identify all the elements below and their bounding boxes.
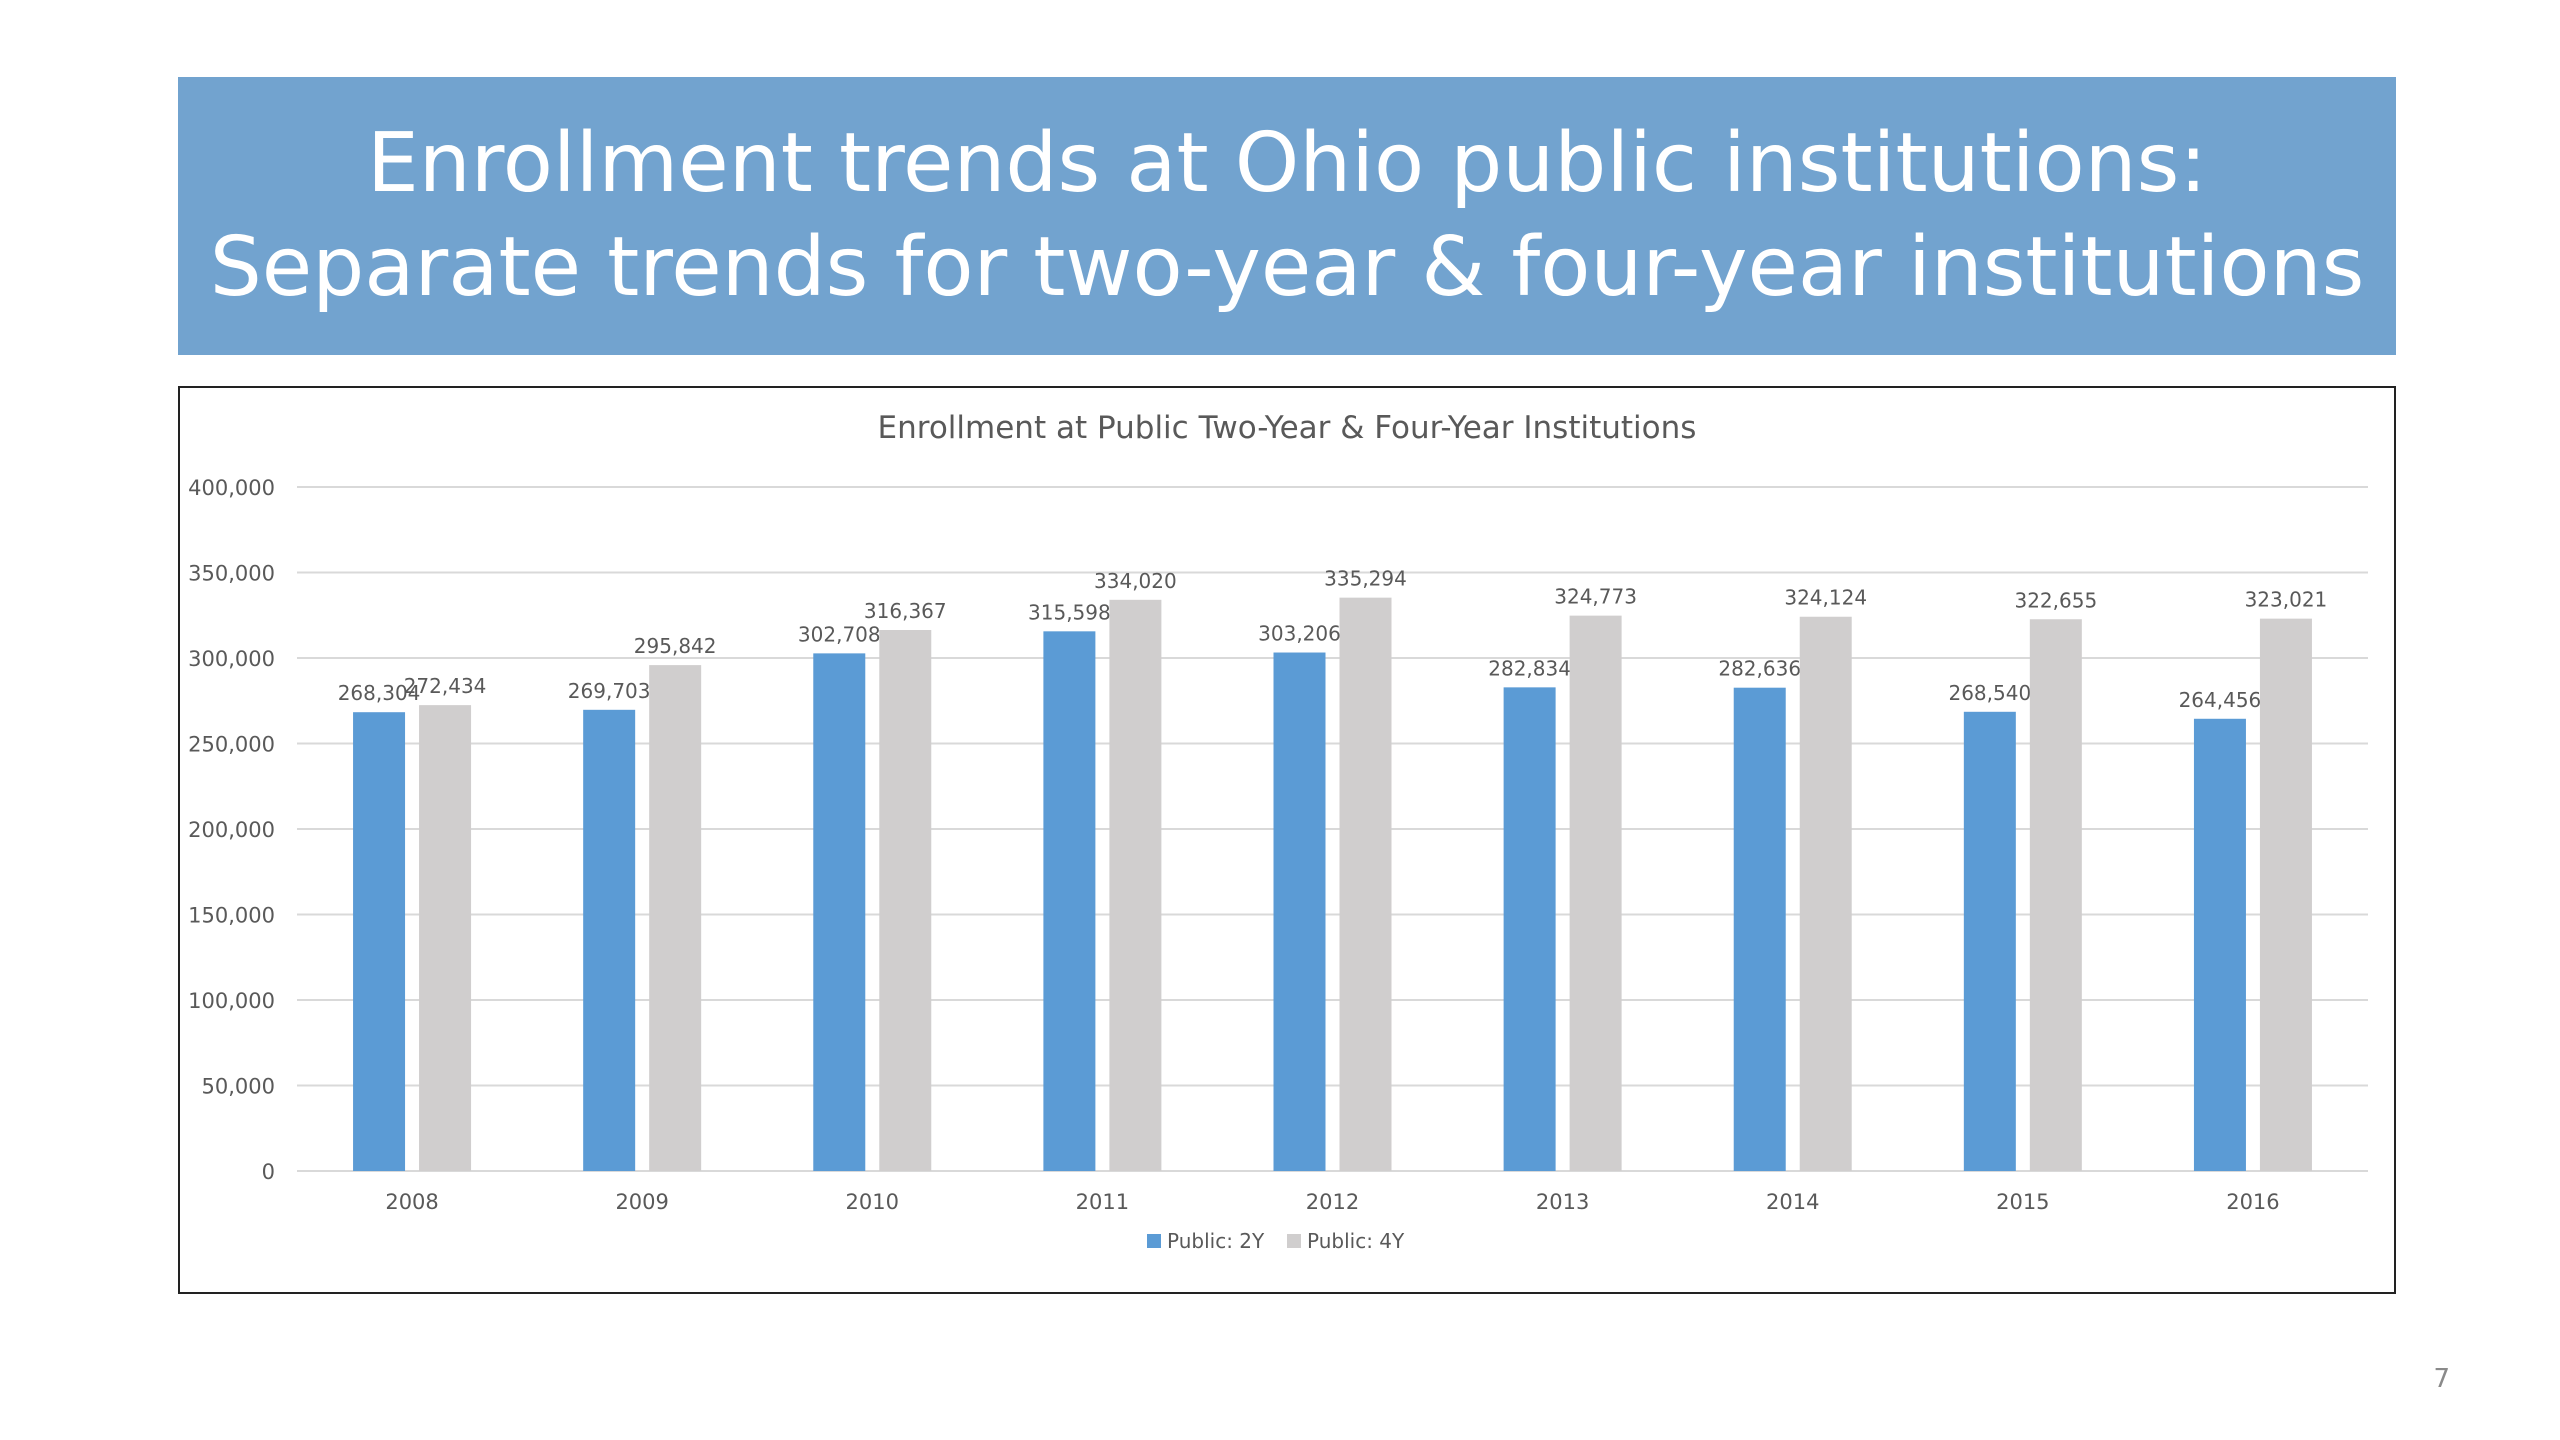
data-label-4y-2016: 323,021 bbox=[2245, 588, 2328, 612]
bar-4y-2008 bbox=[419, 705, 472, 1171]
data-label-4y-2011: 334,020 bbox=[1094, 569, 1177, 593]
y-tick-label: 100,000 bbox=[188, 989, 275, 1013]
chart-title: Enrollment at Public Two-Year & Four-Yea… bbox=[878, 410, 1697, 446]
bar-2y-2016 bbox=[2193, 718, 2246, 1171]
bar-2y-2014 bbox=[1733, 687, 1786, 1171]
bar-4y-2010 bbox=[879, 630, 932, 1171]
data-label-2y-2016: 264,456 bbox=[2179, 688, 2262, 712]
data-label-4y-2015: 322,655 bbox=[2014, 588, 2097, 612]
bar-4y-2015 bbox=[2029, 619, 2082, 1171]
bar-2y-2011 bbox=[1043, 631, 1096, 1171]
x-tick-label: 2013 bbox=[1536, 1190, 1589, 1214]
x-tick-label: 2015 bbox=[1996, 1190, 2049, 1214]
bar-4y-2009 bbox=[649, 665, 702, 1171]
bar-4y-2012 bbox=[1339, 597, 1392, 1171]
legend-label-4y: Public: 4Y bbox=[1307, 1229, 1405, 1253]
data-label-2y-2011: 315,598 bbox=[1028, 600, 1111, 624]
legend-label-2y: Public: 2Y bbox=[1167, 1229, 1265, 1253]
legend-swatch-4y bbox=[1287, 1234, 1301, 1248]
bar-2y-2015 bbox=[1963, 711, 2016, 1171]
y-tick-label: 150,000 bbox=[188, 904, 275, 928]
y-tick-label: 200,000 bbox=[188, 818, 275, 842]
x-tick-label: 2016 bbox=[2226, 1190, 2279, 1214]
y-tick-label: 350,000 bbox=[188, 562, 275, 586]
data-label-4y-2014: 324,124 bbox=[1784, 586, 1867, 610]
y-tick-label: 300,000 bbox=[188, 647, 275, 671]
data-label-2y-2014: 282,636 bbox=[1718, 657, 1801, 681]
data-label-2y-2010: 302,708 bbox=[798, 622, 881, 646]
data-label-2y-2009: 269,703 bbox=[568, 679, 651, 703]
data-label-4y-2013: 324,773 bbox=[1554, 585, 1637, 609]
x-tick-label: 2011 bbox=[1076, 1190, 1129, 1214]
y-tick-label: 400,000 bbox=[188, 476, 275, 500]
data-label-4y-2012: 335,294 bbox=[1324, 567, 1407, 591]
bar-2y-2008 bbox=[353, 712, 406, 1171]
title-banner: Enrollment trends at Ohio public institu… bbox=[178, 77, 2396, 355]
data-label-2y-2012: 303,206 bbox=[1258, 622, 1341, 646]
chart-container: Enrollment at Public Two-Year & Four-Yea… bbox=[178, 386, 2396, 1294]
data-label-4y-2010: 316,367 bbox=[864, 599, 947, 623]
slide-title-line-2: Separate trends for two-year & four-year… bbox=[209, 220, 2365, 315]
data-label-2y-2013: 282,834 bbox=[1488, 656, 1571, 680]
x-tick-label: 2009 bbox=[615, 1190, 668, 1214]
legend-swatch-2y bbox=[1147, 1234, 1161, 1248]
bar-2y-2013 bbox=[1503, 687, 1556, 1171]
data-label-4y-2009: 295,842 bbox=[634, 634, 717, 658]
bar-2y-2010 bbox=[813, 653, 866, 1171]
bar-4y-2013 bbox=[1569, 615, 1622, 1171]
bar-4y-2016 bbox=[2259, 618, 2312, 1171]
bar-4y-2014 bbox=[1799, 616, 1852, 1171]
data-label-4y-2008: 272,434 bbox=[404, 674, 487, 698]
y-tick-label: 250,000 bbox=[188, 733, 275, 757]
x-tick-label: 2008 bbox=[385, 1190, 438, 1214]
page-number: 7 bbox=[2433, 1364, 2450, 1394]
bar-2y-2012 bbox=[1273, 652, 1326, 1171]
x-tick-label: 2012 bbox=[1306, 1190, 1359, 1214]
y-tick-label: 0 bbox=[262, 1160, 275, 1184]
bar-chart: Enrollment at Public Two-Year & Four-Yea… bbox=[188, 410, 2368, 1253]
slide-title-line-1: Enrollment trends at Ohio public institu… bbox=[367, 116, 2207, 211]
data-label-2y-2015: 268,540 bbox=[1948, 681, 2031, 705]
bar-4y-2011 bbox=[1109, 599, 1162, 1171]
data-label-2y-2008: 268,304 bbox=[338, 681, 421, 705]
bar-2y-2009 bbox=[583, 709, 636, 1171]
x-tick-label: 2014 bbox=[1766, 1190, 1819, 1214]
y-tick-label: 50,000 bbox=[202, 1075, 275, 1099]
x-tick-label: 2010 bbox=[846, 1190, 899, 1214]
